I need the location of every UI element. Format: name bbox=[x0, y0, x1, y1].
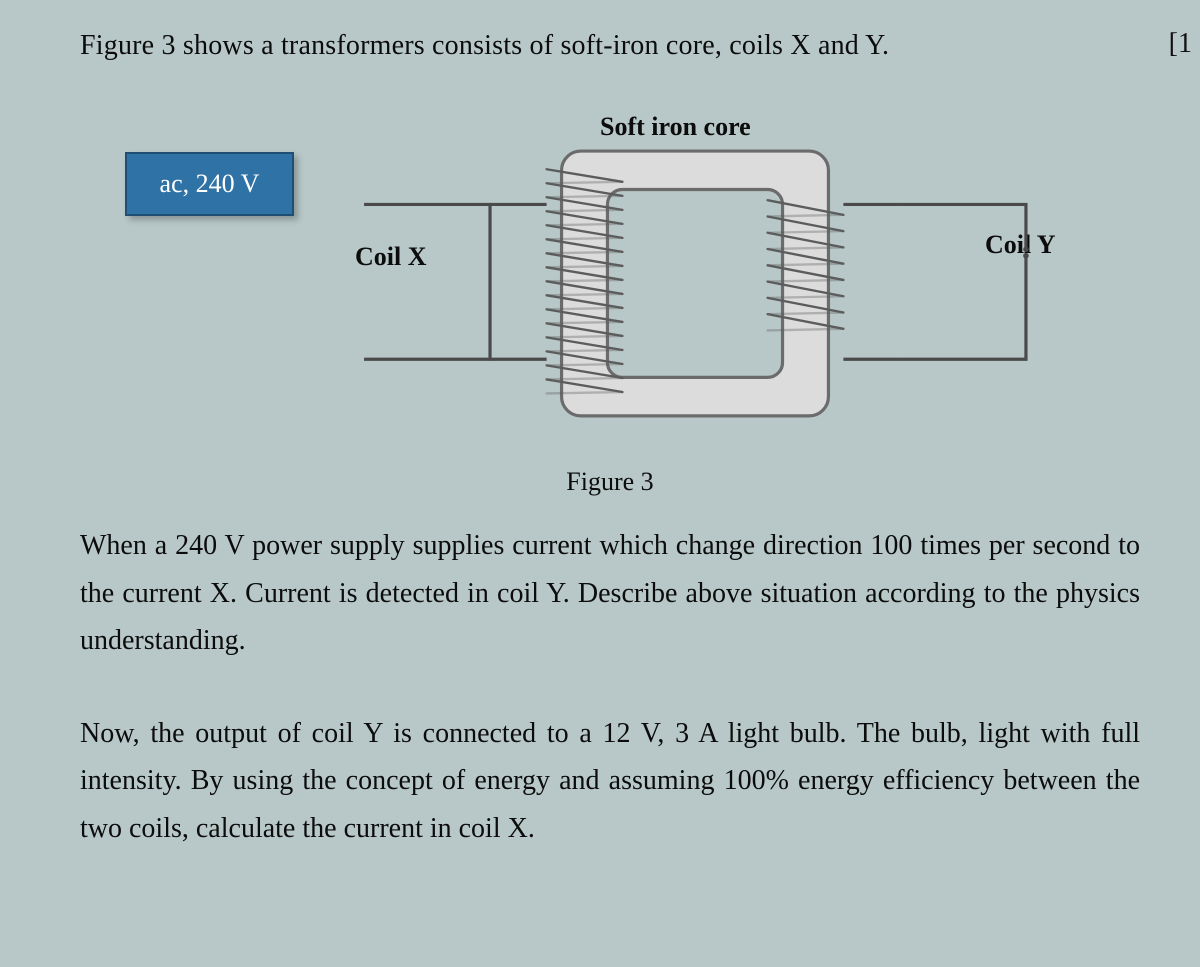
figure-caption: Figure 3 bbox=[80, 467, 1140, 497]
page-root: Figure 3 shows a transformers consists o… bbox=[0, 0, 1200, 967]
soft-iron-core bbox=[562, 151, 829, 416]
wire-right bbox=[900, 204, 1029, 359]
figure-3: ac, 240 V Soft iron core Coil X Coil Y bbox=[110, 112, 1110, 462]
ac-supply-box: ac, 240 V bbox=[125, 152, 294, 216]
paragraph-2: Now, the output of coil Y is connected t… bbox=[80, 710, 1140, 853]
ac-supply-label: ac, 240 V bbox=[160, 169, 260, 199]
soft-iron-core-label: Soft iron core bbox=[600, 112, 751, 142]
intro-text: Figure 3 shows a transformers consists o… bbox=[80, 30, 1140, 62]
transformer-diagram bbox=[300, 142, 1090, 442]
mark-bracket: [1 bbox=[1169, 28, 1192, 60]
wire-left bbox=[364, 204, 490, 359]
paragraph-1: When a 240 V power supply supplies curre… bbox=[80, 522, 1140, 665]
